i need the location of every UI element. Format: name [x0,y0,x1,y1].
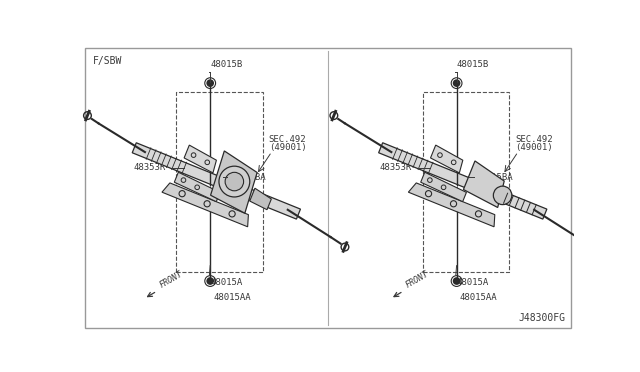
Polygon shape [408,183,495,227]
Polygon shape [420,172,467,202]
Text: 48015A: 48015A [456,278,489,287]
Circle shape [219,166,250,197]
Text: 48353R: 48353R [380,163,412,172]
Text: 48015B: 48015B [456,60,489,69]
Text: 48015AA: 48015AA [460,294,497,302]
Text: FRONT: FRONT [158,269,184,289]
Text: J48300FG: J48300FG [518,313,565,323]
Polygon shape [132,143,300,219]
Circle shape [206,79,214,87]
Polygon shape [174,172,220,202]
Polygon shape [463,161,504,208]
Text: 48015BA: 48015BA [228,173,266,182]
Text: (49001): (49001) [515,143,553,152]
Text: SEC.492: SEC.492 [269,135,307,144]
Text: SEC.492: SEC.492 [515,135,553,144]
Text: 48015B: 48015B [210,60,243,69]
Polygon shape [431,145,463,173]
Bar [176,92,262,272]
Circle shape [206,277,214,285]
Polygon shape [211,151,257,213]
Text: 48353R: 48353R [133,163,165,172]
Polygon shape [162,183,248,227]
Text: F/SBW: F/SBW [92,56,122,66]
Polygon shape [250,188,271,210]
Circle shape [452,79,460,87]
Text: 48015BA: 48015BA [475,173,513,182]
Circle shape [493,186,512,205]
Bar [422,92,509,272]
Text: (49001): (49001) [269,143,307,152]
Text: 48015A: 48015A [210,278,243,287]
Polygon shape [379,143,547,219]
Text: FRONT: FRONT [404,269,430,289]
Polygon shape [184,145,216,173]
Circle shape [452,277,460,285]
Circle shape [225,172,244,191]
FancyBboxPatch shape [84,48,572,328]
Text: 48015AA: 48015AA [213,294,251,302]
